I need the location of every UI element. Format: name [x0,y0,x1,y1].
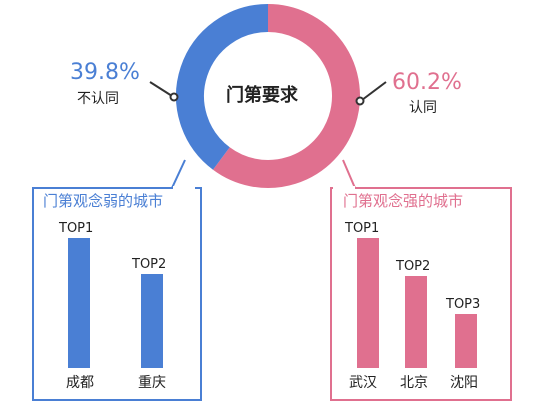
bar-武汉 [357,238,379,368]
connector-line-right [361,81,387,101]
connector-line-left [149,81,173,97]
rank-label: TOP1 [59,221,94,236]
donut-slice-disagree [176,4,269,170]
slice-label-disagree: 不认同 [77,91,119,107]
slice-value-agree: 60.2% [392,70,462,95]
panel-weak-border [32,187,202,401]
slice-value-disagree: 39.8% [70,60,140,85]
city-label: 沈阳 [450,375,478,391]
city-label: 武汉 [349,375,377,391]
slice-label-agree: 认同 [409,100,437,116]
bars-weak [68,238,163,368]
panel-strong-border [330,187,512,401]
callout-pointer-left [170,159,195,189]
bar-成都 [68,238,90,368]
panel-weak-title: 门第观念弱的城市 [43,192,164,210]
rank-label: TOP3 [446,297,481,312]
donut-slice-agree [213,4,360,188]
donut-chart [176,4,360,188]
callout-pointer-right [333,159,357,189]
bars-strong [357,238,477,368]
connector-dot-left [169,92,179,102]
rank-label: TOP2 [132,257,167,272]
bar-重庆 [141,274,163,368]
city-label: 北京 [400,375,428,391]
donut-center-title: 门第要求 [226,85,298,106]
bar-北京 [405,276,427,368]
city-label: 重庆 [138,375,166,391]
bar-沈阳 [455,314,477,368]
city-label: 成都 [66,375,94,391]
connector-dot-right [355,96,365,106]
rank-label: TOP2 [396,259,431,274]
rank-label: TOP1 [345,221,380,236]
panel-strong-title: 门第观念强的城市 [343,192,464,210]
